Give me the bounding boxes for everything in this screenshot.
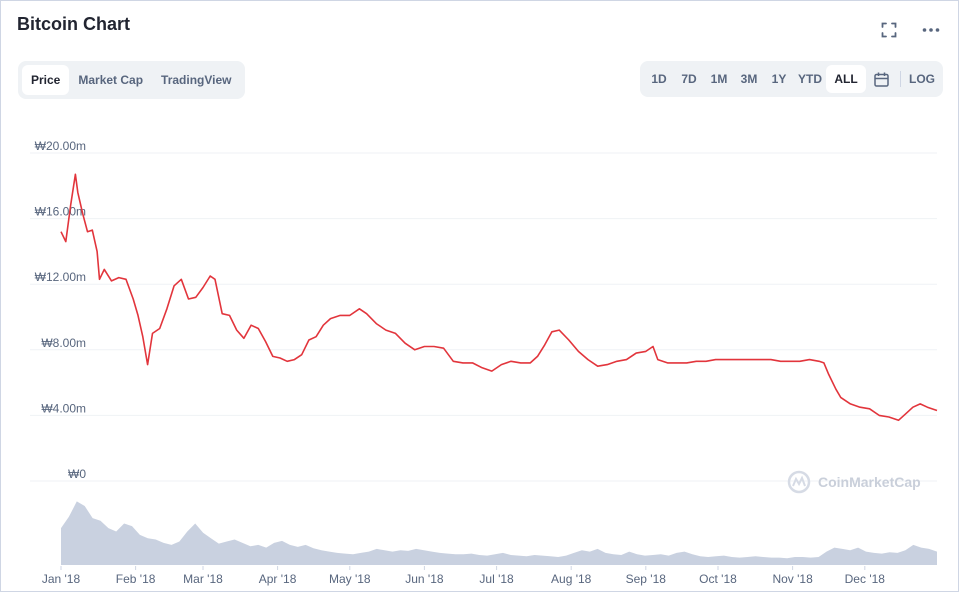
y-tick-label: ₩20.00m	[35, 139, 86, 153]
range-3m[interactable]: 3M	[740, 72, 758, 86]
volume-area	[61, 501, 937, 565]
y-tick-label: ₩0	[68, 467, 86, 481]
x-tick-label: Dec '18	[845, 572, 886, 586]
tab-tradingview[interactable]: TradingView	[161, 73, 232, 87]
range-1m[interactable]: 1M	[710, 72, 728, 86]
x-tick-label: Jul '18	[479, 572, 514, 586]
more-horizontal-icon[interactable]	[921, 20, 941, 40]
range-1y[interactable]: 1Y	[771, 72, 787, 86]
x-tick-label: Jan '18	[42, 572, 81, 586]
coinmarketcap-logo-icon	[787, 470, 811, 494]
x-tick-label: Nov '18	[772, 572, 813, 586]
grid-lines	[30, 152, 937, 482]
tab-price[interactable]: Price	[22, 65, 70, 95]
watermark: CoinMarketCap	[787, 470, 921, 494]
calendar-icon[interactable]	[866, 65, 896, 93]
watermark-text: CoinMarketCap	[818, 474, 921, 490]
price-line	[60, 173, 938, 422]
log-toggle[interactable]: LOG	[909, 72, 935, 86]
volume-bars	[61, 501, 937, 565]
x-tick-label: Feb '18	[116, 572, 156, 586]
range-all[interactable]: ALL	[826, 65, 866, 93]
tab-market-cap[interactable]: Market Cap	[78, 73, 144, 87]
x-axis-labels: Jan '18 Feb '18 Mar '18 Apr '18 May '18 Jun '…	[42, 566, 885, 586]
range-7d[interactable]: 7D	[681, 72, 697, 86]
chart-title: Bitcoin Chart	[17, 14, 131, 34]
x-tick-label: Oct '18	[699, 572, 737, 586]
range-selector: 1D 7D 1M 3M 1Y YTD ALL LOG	[640, 61, 943, 97]
range-ytd[interactable]: YTD	[798, 72, 822, 86]
price-series	[60, 173, 938, 422]
y-tick-label: ₩12.00m	[35, 270, 86, 284]
y-tick-label: ₩8.00m	[41, 336, 86, 350]
expand-icon[interactable]	[879, 20, 899, 40]
x-tick-label: May '18	[329, 572, 371, 586]
header-actions	[879, 20, 941, 40]
x-tick-label: Aug '18	[551, 572, 592, 586]
x-tick-label: Apr '18	[259, 572, 297, 586]
x-tick-label: Mar '18	[183, 572, 223, 586]
range-1d[interactable]: 1D	[651, 72, 667, 86]
y-tick-label: ₩16.00m	[35, 205, 86, 219]
y-tick-label: ₩4.00m	[41, 401, 86, 415]
x-tick-label: Sep '18	[626, 572, 667, 586]
range-divider	[900, 71, 901, 87]
chart-type-tabs: Price Market Cap TradingView	[18, 61, 245, 99]
x-tick-label: Jun '18	[405, 572, 444, 586]
y-axis-labels: ₩0 ₩4.00m ₩8.00m ₩12.00m ₩16.00m ₩20.00m	[35, 139, 87, 481]
